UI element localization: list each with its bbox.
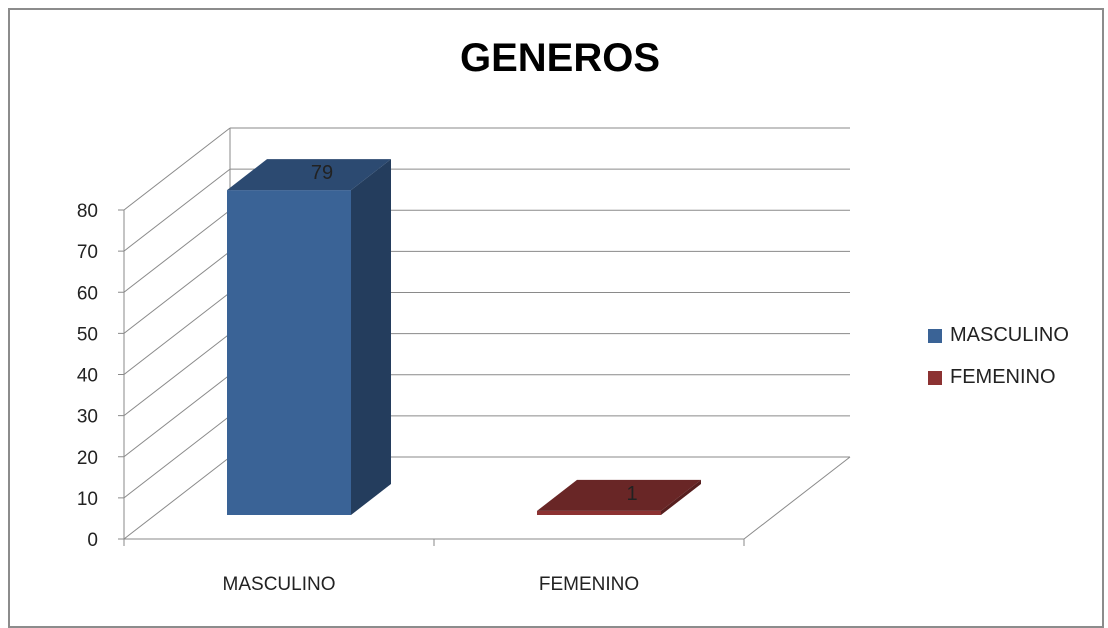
bar-top-femenino: [537, 479, 701, 511]
x-tick-label-femenino: FEMENINO: [539, 574, 639, 595]
bar-front-masculino: [227, 190, 351, 516]
data-label-masculino: 79: [311, 162, 333, 184]
chart-legend: MASCULINO FEMENINO: [928, 323, 1069, 407]
floor-right-edge: [743, 456, 851, 540]
y-tick-label: 70: [77, 242, 98, 263]
bar-side-femenino: [661, 479, 701, 515]
bar-side-masculino: [351, 159, 391, 516]
gridline-diagonal: [123, 374, 231, 458]
chart-title: GENEROS: [459, 36, 661, 80]
gridline-diagonal: [123, 250, 231, 334]
legend-label-masculino: MASCULINO: [950, 324, 1069, 346]
chart-frame: [8, 8, 1104, 628]
y-tick-label: 30: [77, 407, 98, 428]
x-tick-label-masculino: MASCULINO: [223, 574, 336, 595]
legend-swatch-femenino: [928, 370, 942, 385]
bar-front-femenino: [537, 510, 661, 515]
legend-swatch-masculino: [928, 328, 942, 343]
y-tick-label: 40: [77, 366, 98, 387]
y-tick-label: 20: [77, 448, 98, 469]
gridline-diagonal: [123, 127, 231, 211]
legend-item-femenino: FEMENINO: [928, 365, 1069, 390]
y-tick-label: 10: [77, 489, 98, 510]
y-tick-label: 80: [77, 201, 98, 222]
legend-label-femenino: FEMENINO: [950, 366, 1056, 388]
y-tick-label: 0: [87, 530, 98, 551]
legend-item-masculino: MASCULINO: [928, 323, 1069, 348]
y-tick-label: 60: [77, 283, 98, 304]
gridline-diagonal: [123, 333, 231, 417]
gridline-diagonal: [123, 415, 231, 499]
y-tick-label: 50: [77, 324, 98, 345]
gridline-diagonal: [123, 209, 231, 293]
bar-top-masculino: [227, 159, 391, 191]
gridline-diagonal: [123, 456, 231, 540]
data-label-femenino: 1: [626, 483, 637, 505]
gridline-diagonal: [123, 168, 231, 252]
gridline-diagonal: [123, 292, 231, 375]
